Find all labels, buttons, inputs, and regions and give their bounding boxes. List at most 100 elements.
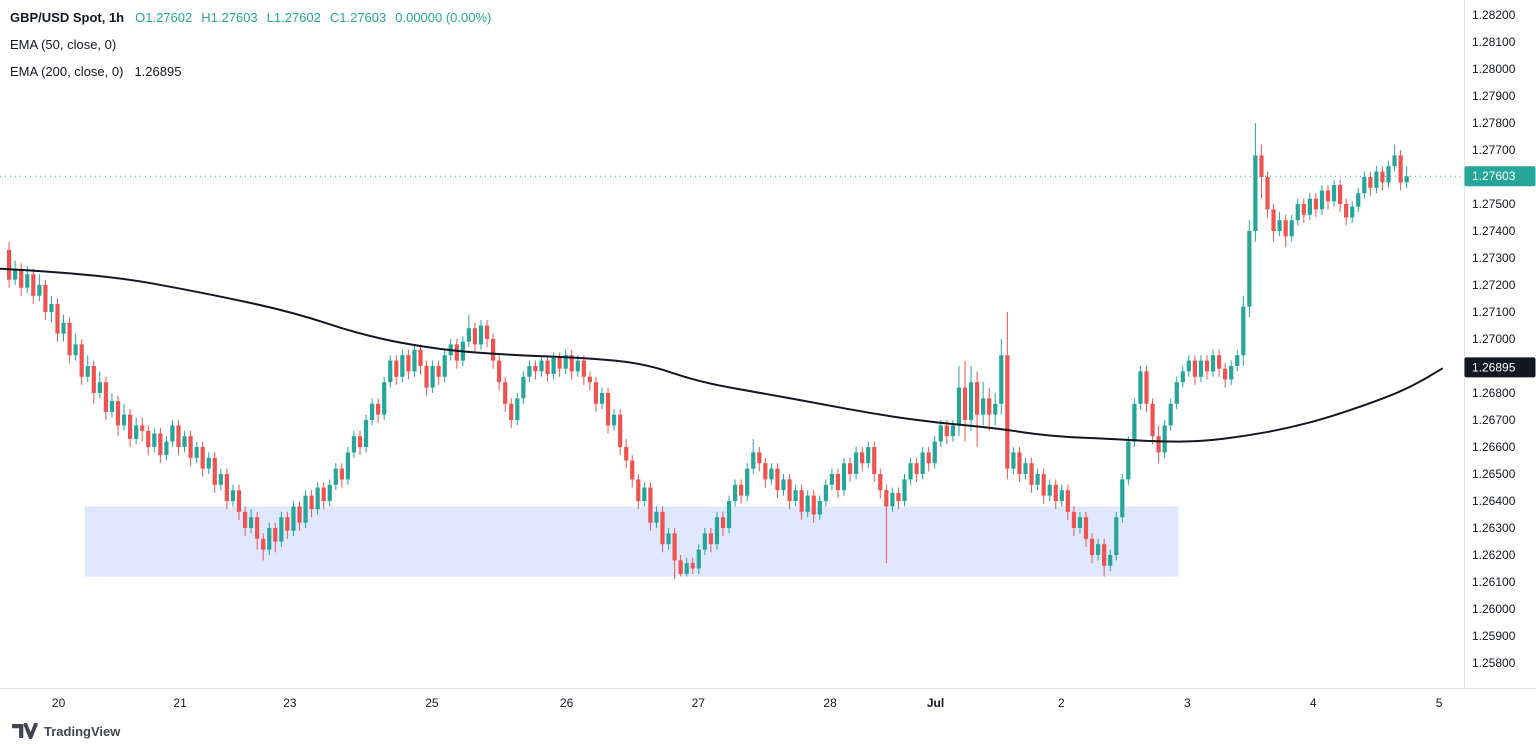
price-tick-label[interactable]: 1.26000 bbox=[1472, 602, 1516, 616]
time-tick-label[interactable]: 26 bbox=[560, 696, 574, 710]
price-tick-label[interactable]: 1.28100 bbox=[1472, 35, 1516, 49]
candle-body bbox=[1217, 355, 1222, 369]
time-tick-label[interactable]: 4 bbox=[1310, 696, 1317, 710]
candle-body bbox=[37, 285, 42, 296]
candle-body bbox=[249, 517, 254, 528]
price-tick-label[interactable]: 1.26500 bbox=[1472, 467, 1516, 481]
tradingview-logo[interactable]: TradingView bbox=[12, 723, 120, 739]
price-tick-label[interactable]: 1.27000 bbox=[1472, 332, 1516, 346]
price-tick-label[interactable]: 1.27900 bbox=[1472, 89, 1516, 103]
candle-body bbox=[926, 452, 931, 464]
candle-body bbox=[1374, 171, 1379, 188]
candle-body bbox=[1265, 177, 1270, 210]
price-tick-label[interactable]: 1.27400 bbox=[1472, 224, 1516, 238]
time-tick-label[interactable]: 28 bbox=[823, 696, 837, 710]
candle-body bbox=[1041, 474, 1046, 496]
candle-body bbox=[757, 452, 762, 464]
candle-body bbox=[672, 533, 677, 561]
time-tick-label[interactable]: 3 bbox=[1184, 696, 1191, 710]
ema50-label: EMA (50, close, 0) bbox=[10, 37, 117, 52]
candle-body bbox=[551, 357, 556, 375]
price-tick-label[interactable]: 1.27500 bbox=[1472, 197, 1516, 211]
candle-body bbox=[491, 339, 496, 361]
time-tick-label[interactable]: 25 bbox=[425, 696, 439, 710]
candle-body bbox=[1083, 517, 1089, 539]
candle-body bbox=[1247, 231, 1252, 307]
price-tick-label[interactable]: 1.26600 bbox=[1472, 440, 1516, 454]
candle-body bbox=[999, 355, 1004, 404]
candle-body bbox=[569, 355, 574, 372]
price-tick-label[interactable]: 1.25900 bbox=[1472, 629, 1516, 643]
candle-body bbox=[19, 268, 24, 288]
time-tick-label[interactable]: Jul bbox=[927, 696, 944, 710]
symbol-title[interactable]: GBP/USD Spot, 1h bbox=[10, 10, 125, 25]
candle-body bbox=[1301, 204, 1306, 215]
indicator-row-ema50[interactable]: EMA (50, close, 0) bbox=[10, 31, 491, 58]
candle-body bbox=[370, 403, 375, 420]
candle-body bbox=[236, 490, 242, 512]
candle-body bbox=[1289, 220, 1294, 237]
candle-body bbox=[242, 511, 248, 528]
candle-body bbox=[847, 463, 853, 474]
price-tick-label[interactable]: 1.26800 bbox=[1472, 386, 1516, 400]
candle-body bbox=[866, 447, 871, 464]
price-tick-label[interactable]: 1.26400 bbox=[1472, 494, 1516, 508]
time-tick-label[interactable]: 21 bbox=[173, 696, 187, 710]
ohlc-change: 0.00000 (0.00%) bbox=[395, 10, 492, 25]
candle-body bbox=[406, 355, 411, 372]
price-tick-label[interactable]: 1.27700 bbox=[1472, 143, 1516, 157]
candle-body bbox=[31, 274, 36, 296]
time-tick-label[interactable]: 2 bbox=[1058, 696, 1065, 710]
time-tick-label[interactable]: 5 bbox=[1436, 696, 1443, 710]
candle-body bbox=[533, 366, 538, 372]
candle-body bbox=[624, 447, 629, 461]
candle-body bbox=[1331, 185, 1337, 202]
candle-body bbox=[618, 414, 623, 447]
price-tick-label[interactable]: 1.25800 bbox=[1472, 656, 1516, 670]
price-tick-label[interactable]: 1.27100 bbox=[1472, 305, 1516, 319]
candle-body bbox=[388, 360, 393, 383]
candle-body bbox=[158, 433, 163, 456]
price-tick-label[interactable]: 1.28000 bbox=[1472, 62, 1516, 76]
candle-body bbox=[605, 393, 611, 426]
candle-body bbox=[1011, 452, 1016, 469]
candle-body bbox=[218, 474, 223, 485]
indicator-row-ema200[interactable]: EMA (200, close, 0) 1.26895 bbox=[10, 58, 491, 85]
price-tick-label[interactable]: 1.27800 bbox=[1472, 116, 1516, 130]
candle-body bbox=[557, 357, 562, 369]
time-tick-label[interactable]: 27 bbox=[692, 696, 706, 710]
price-tick-label[interactable]: 1.27300 bbox=[1472, 251, 1516, 265]
candle-body bbox=[73, 344, 78, 356]
price-tick-label[interactable]: 1.27200 bbox=[1472, 278, 1516, 292]
price-tick-label[interactable]: 1.26100 bbox=[1472, 575, 1516, 589]
price-tick-label[interactable]: 1.26700 bbox=[1472, 413, 1516, 427]
candle-body bbox=[763, 463, 768, 480]
candle-body bbox=[55, 303, 60, 334]
ohlc-open: O1.27602 bbox=[135, 10, 193, 25]
price-tick-label[interactable]: 1.28200 bbox=[1472, 8, 1516, 22]
time-tick-label[interactable]: 20 bbox=[52, 696, 66, 710]
candle-body bbox=[315, 487, 320, 510]
candle-body bbox=[714, 517, 720, 545]
candle-body bbox=[539, 360, 544, 372]
price-tick-label[interactable]: 1.26200 bbox=[1472, 548, 1516, 562]
candle-body bbox=[787, 479, 792, 501]
legend-pane: GBP/USD Spot, 1h O1.27602 H1.27603 L1.27… bbox=[10, 4, 491, 85]
candle-body bbox=[896, 492, 901, 501]
candle-body bbox=[593, 382, 599, 404]
candle-body bbox=[1156, 436, 1161, 453]
price-axis[interactable] bbox=[1464, 0, 1536, 688]
candle-body bbox=[43, 285, 48, 312]
candle-body bbox=[273, 528, 278, 542]
time-axis[interactable] bbox=[0, 688, 1536, 744]
ohlc-high: H1.27603 bbox=[201, 10, 258, 25]
candle-body bbox=[527, 366, 532, 377]
candle-body bbox=[1295, 204, 1300, 221]
candle-body bbox=[660, 511, 665, 545]
price-tick-label[interactable]: 1.26300 bbox=[1472, 521, 1516, 535]
time-tick-label[interactable]: 23 bbox=[283, 696, 297, 710]
candle-body bbox=[97, 382, 102, 393]
candle-body bbox=[1277, 220, 1282, 231]
